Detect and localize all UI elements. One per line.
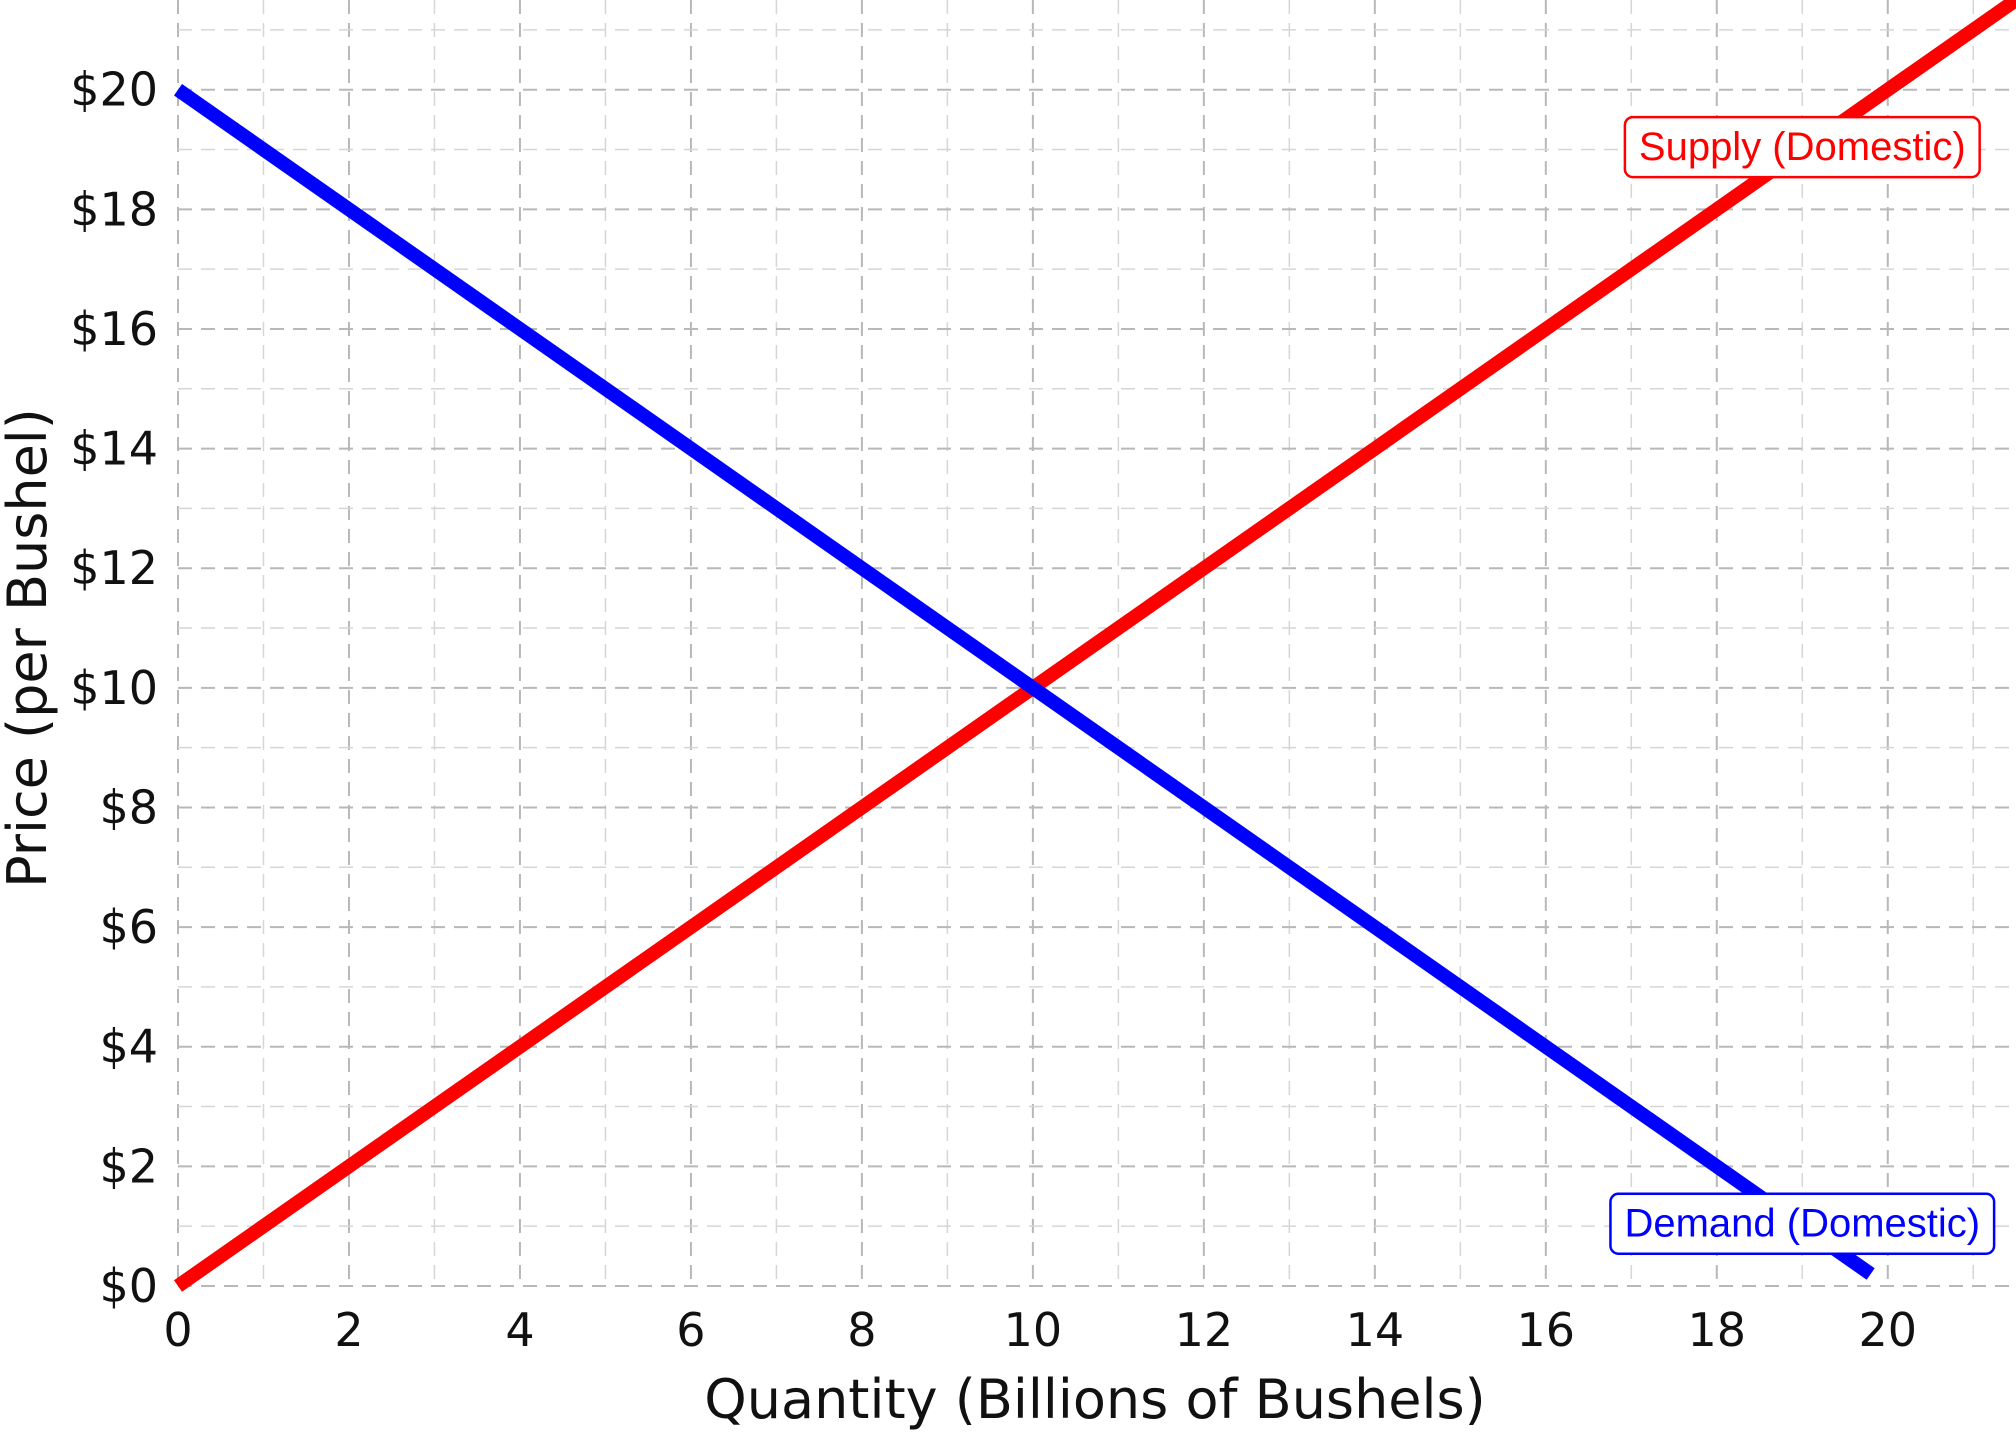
y-tick-label: $12 bbox=[70, 541, 158, 595]
y-tick-label: $14 bbox=[70, 422, 158, 476]
y-tick-label: $0 bbox=[99, 1259, 158, 1313]
x-tick-label: 14 bbox=[1346, 1303, 1405, 1357]
y-tick-label: $10 bbox=[70, 661, 158, 715]
y-tick-label: $18 bbox=[70, 182, 158, 236]
y-tick-label: $20 bbox=[70, 63, 158, 117]
series-line-supply bbox=[173, 0, 2016, 1292]
x-axis-title: Quantity (Billions of Bushels) bbox=[704, 1368, 1485, 1431]
x-tick-label: 20 bbox=[1858, 1303, 1917, 1357]
annotation-demand: Demand (Domestic) bbox=[1609, 1192, 1996, 1255]
annotation-supply: Supply (Domestic) bbox=[1623, 115, 1981, 179]
annotation-box bbox=[1609, 1192, 1996, 1255]
x-tick-label: 4 bbox=[505, 1303, 534, 1357]
x-axis-ticks: 0 2 4 6 8 10 12 14 16 18 20 bbox=[163, 1303, 1917, 1357]
x-tick-label: 6 bbox=[676, 1303, 705, 1357]
grid bbox=[177, 0, 2016, 1287]
y-tick-label: $2 bbox=[99, 1139, 158, 1193]
x-tick-label: 10 bbox=[1004, 1303, 1063, 1357]
annotation-box bbox=[1623, 115, 1981, 179]
y-axis-title: Price (per Bushel) bbox=[0, 408, 59, 888]
y-tick-label: $8 bbox=[99, 780, 158, 834]
x-tick-label: 16 bbox=[1517, 1303, 1576, 1357]
series-lines bbox=[173, 0, 2016, 1292]
y-tick-label: $4 bbox=[99, 1020, 158, 1074]
y-tick-label: $16 bbox=[70, 302, 158, 356]
y-tick-label: $6 bbox=[99, 900, 158, 954]
x-tick-label: 2 bbox=[334, 1303, 363, 1357]
x-tick-label: 8 bbox=[847, 1303, 876, 1357]
x-tick-label: 12 bbox=[1175, 1303, 1234, 1357]
x-tick-label: 0 bbox=[163, 1303, 192, 1357]
x-tick-label: 18 bbox=[1688, 1303, 1747, 1357]
annotations: Supply (Domestic) Demand (Domestic) bbox=[1609, 115, 1996, 1255]
annotation-label: Demand (Domestic) bbox=[1624, 1202, 1980, 1246]
y-axis-ticks: $0 $2 $4 $6 $8 $10 $12 $14 $16 $18 $20 bbox=[70, 63, 158, 1313]
annotation-label: Supply (Domestic) bbox=[1639, 125, 1966, 169]
series-line-demand bbox=[173, 83, 1875, 1280]
